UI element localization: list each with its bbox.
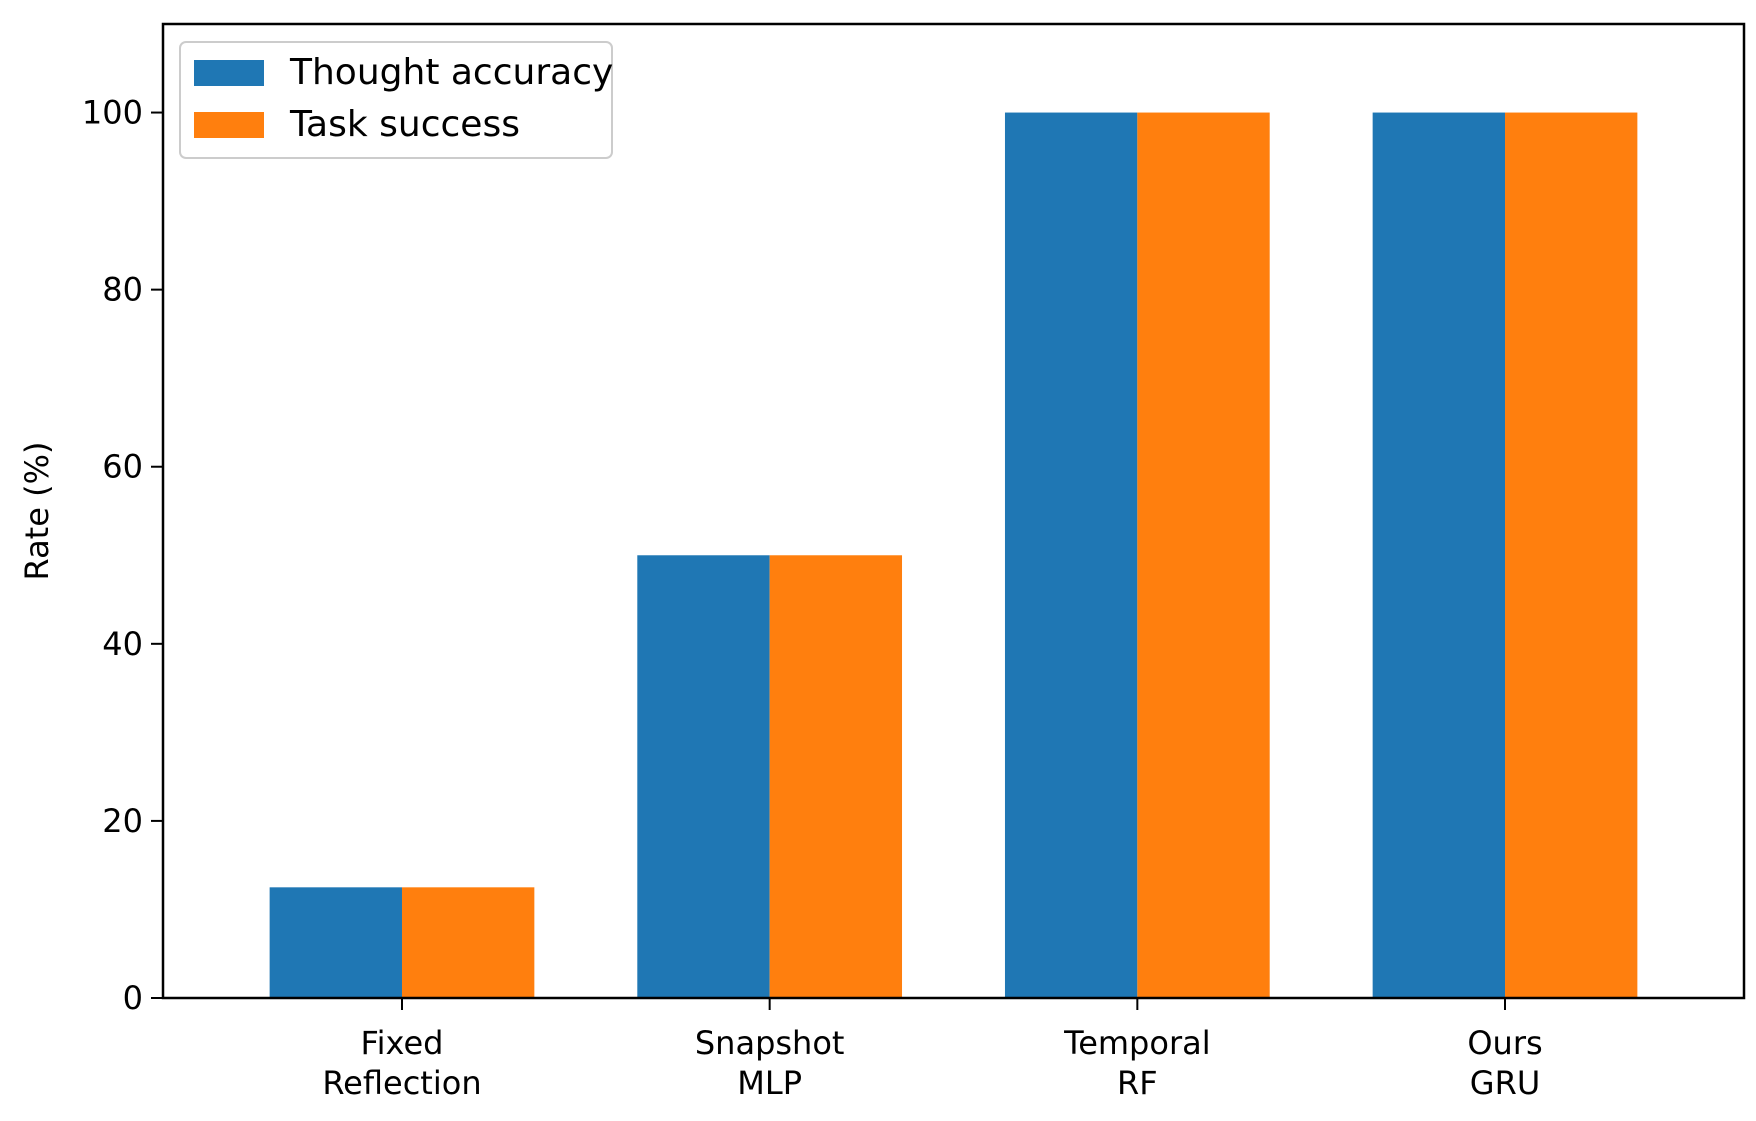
bar-thought-accuracy: [1004, 112, 1138, 999]
bar-task-success: [1137, 112, 1270, 999]
y-tick-label: 80: [102, 271, 143, 309]
bar-thought-accuracy: [637, 555, 770, 998]
y-tick-label: 60: [102, 448, 143, 486]
x-tick-label: RF: [1117, 1064, 1158, 1102]
legend-swatch: [194, 112, 264, 138]
bar-thought-accuracy: [1372, 112, 1506, 999]
x-tick-label: Temporal: [1063, 1024, 1211, 1062]
plot-frame: [161, 22, 1746, 1000]
bars-group: [269, 112, 1638, 999]
x-tick-label: Fixed: [361, 1024, 444, 1062]
bar-task-success: [1505, 112, 1638, 999]
bar-task-success: [769, 555, 903, 998]
legend-box: [179, 41, 613, 159]
y-tick-label: 20: [102, 802, 143, 840]
legend-swatch: [194, 60, 264, 86]
x-tick-label: MLP: [737, 1064, 802, 1102]
y-tick-label: 40: [102, 625, 143, 663]
x-tick-label: GRU: [1470, 1064, 1540, 1102]
bar-thought-accuracy: [269, 887, 402, 998]
y-axis-label: Rate (%): [18, 442, 56, 581]
legend: Thought accuracy Task success: [179, 41, 613, 159]
x-tick-label: Ours: [1467, 1024, 1542, 1062]
y-axis-ticks: 0 20 40 60 80 100: [82, 94, 163, 1017]
legend-entry-label: Thought accuracy: [289, 52, 613, 93]
bar-task-success: [401, 887, 535, 998]
x-tick-label: Reflection: [322, 1064, 481, 1102]
y-tick-label: 100: [82, 94, 143, 132]
legend-entry-label: Task success: [289, 104, 520, 145]
x-tick-label: Snapshot: [695, 1024, 845, 1062]
y-tick-label: 0: [123, 979, 143, 1017]
